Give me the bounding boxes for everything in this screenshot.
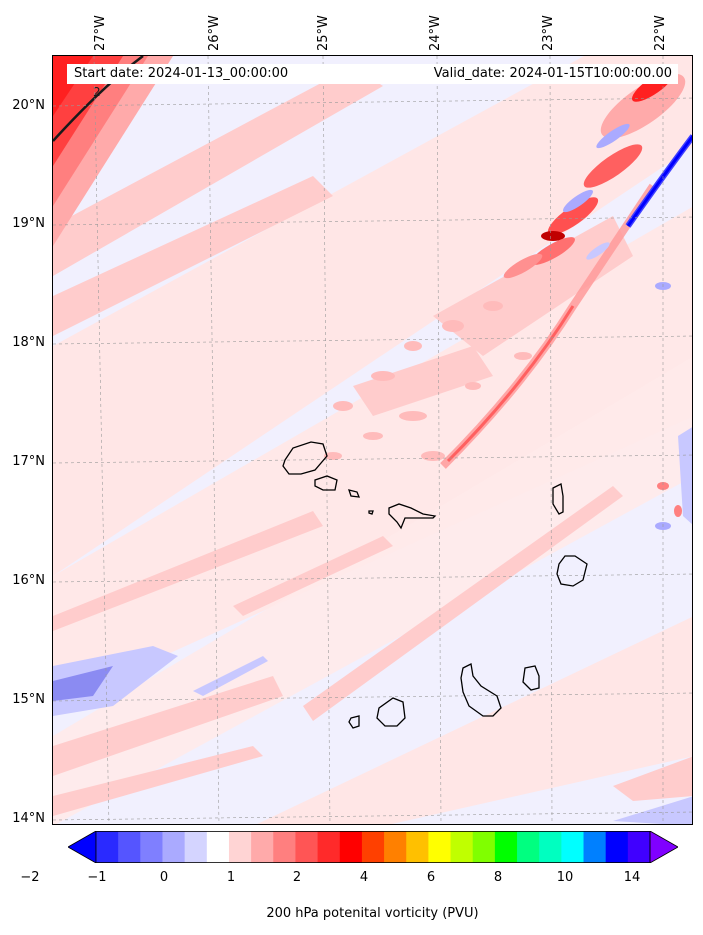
pv-negative-regions: [53, 427, 692, 824]
colorbar-label: 200 hPa potenital vorticity (PVU): [266, 906, 479, 921]
colorbar-segment: [472, 831, 496, 863]
colorbar-tick: 8: [493, 870, 503, 885]
pv-light-positive-field: [53, 56, 692, 824]
colorbar-segment: [494, 831, 518, 863]
colorbar-segment: [561, 831, 585, 863]
colorbar-segment: [184, 831, 208, 863]
lon-label-23w: 23°W: [541, 15, 556, 51]
colorbar-segment: [428, 831, 452, 863]
lon-label-27w: 27°W: [93, 15, 108, 51]
colorbar-segment: [583, 831, 607, 863]
pv-medium-positive-streaks: [53, 66, 692, 816]
colorbar-segment: [118, 831, 141, 863]
lon-label-24w: 24°W: [428, 15, 443, 51]
pv-contour-map: 2: [53, 56, 692, 824]
pv-upper-right-cells: [503, 70, 692, 290]
colorbar-segment: [206, 831, 230, 863]
colorbar-segment: [384, 831, 407, 863]
colorbar-extend-max: [649, 831, 678, 863]
valid-date-label: Valid_date: 2024-01-15T10:00:00.00: [433, 66, 672, 81]
pv-jet-streak: [440, 183, 657, 469]
island-sao-vicente: [314, 475, 338, 491]
map-panel: 2: [52, 55, 693, 825]
colorbar-segment: [96, 831, 119, 863]
colorbar-segment: [317, 831, 341, 863]
lat-label-17n: 17°N: [12, 454, 45, 469]
colorbar-tick: 1: [226, 870, 236, 885]
island-sao-nicolau: [388, 503, 437, 530]
colorbar-segment: [339, 831, 363, 863]
island-santa-luzia: [348, 489, 361, 498]
island-santiago: [460, 663, 502, 717]
graticule: [53, 56, 692, 824]
colorbar-segment: [539, 831, 562, 863]
colorbar-segment: [627, 831, 651, 863]
lon-label-25w: 25°W: [316, 15, 331, 51]
colorbar-tick: 4: [359, 870, 369, 885]
colorbar-tick: 0: [159, 870, 169, 885]
island-maio: [522, 665, 540, 691]
colorbar-segment: [228, 831, 252, 863]
lat-label-15n: 15°N: [12, 692, 45, 707]
colorbar-segment: [605, 831, 629, 863]
colorbar-segment: [450, 831, 474, 863]
colorbar-segment: [273, 831, 296, 863]
colorbar-extend-min: [68, 831, 97, 863]
colorbar-segment: [406, 831, 429, 863]
colorbar-tick: 2: [292, 870, 302, 885]
lon-label-26w: 26°W: [207, 15, 222, 51]
start-date-label: Start date: 2024-01-13_00:00:00: [74, 66, 289, 81]
colorbar: [68, 831, 678, 863]
island-sal: [552, 483, 564, 515]
pv-speckle-cells: [324, 301, 682, 517]
colorbar-tick: 10: [556, 870, 574, 885]
colorbar-tick: 14: [623, 870, 641, 885]
colorbar-segment: [295, 831, 319, 863]
date-header: Start date: 2024-01-13_00:00:00 Valid_da…: [67, 64, 678, 84]
colorbar-tick: −2: [20, 870, 40, 885]
contour-label: 2: [93, 85, 101, 99]
island-brava: [348, 715, 360, 729]
colorbar-tick: −1: [87, 870, 107, 885]
lat-label-19n: 19°N: [12, 216, 45, 231]
colorbar-segment: [251, 831, 274, 863]
lat-label-14n: 14°N: [12, 811, 45, 826]
lat-label-18n: 18°N: [12, 335, 45, 350]
cape-verde-coastlines: [282, 441, 588, 729]
island-branco: [368, 510, 374, 515]
island-fogo: [376, 697, 406, 727]
colorbar-segment: [517, 831, 540, 863]
island-santo-antao: [282, 441, 328, 475]
lat-label-20n: 20°N: [12, 98, 45, 113]
lon-label-22w: 22°W: [653, 15, 668, 51]
lat-label-16n: 16°N: [12, 573, 45, 588]
colorbar-outline: [95, 831, 651, 863]
colorbar-segment: [361, 831, 385, 863]
island-boa-vista: [556, 555, 588, 587]
colorbar-tick: 6: [426, 870, 436, 885]
colorbar-segment: [140, 831, 163, 863]
colorbar-segment: [162, 831, 186, 863]
